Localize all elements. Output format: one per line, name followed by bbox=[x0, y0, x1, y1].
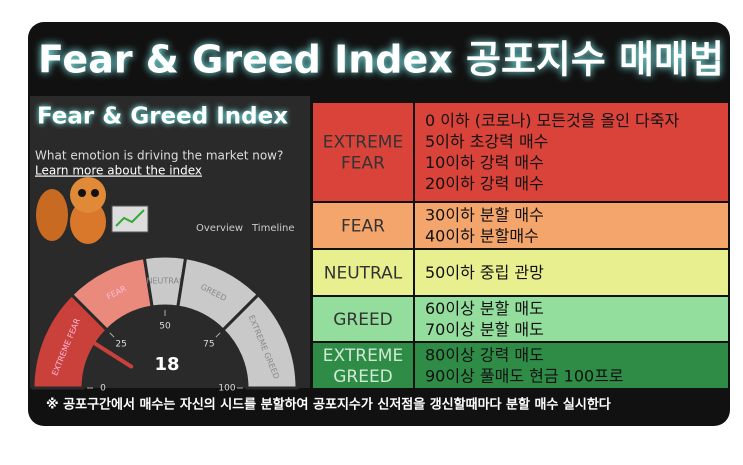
row-line: 20이하 강력 매수 bbox=[425, 174, 544, 193]
subtitle: What emotion is driving the market now? bbox=[35, 149, 283, 163]
row-text-cell bbox=[415, 343, 728, 388]
row-text-cell bbox=[415, 103, 728, 201]
tick-label: 75 bbox=[203, 340, 214, 350]
row-label: NEUTRAL bbox=[324, 264, 403, 284]
row-line: 50이하 중립 관망 bbox=[425, 263, 544, 282]
note: ※ 공포구간에서 매수는 자신의 시드를 분할하여 공포지수가 신저점을 갱신할… bbox=[46, 397, 611, 413]
segment-label: NEUTRAL bbox=[147, 277, 184, 286]
row-label: FEAR bbox=[341, 217, 385, 237]
row-line: 30이하 분할 매수 bbox=[425, 206, 544, 225]
tab[interactable]: Timeline bbox=[251, 223, 295, 234]
row-label-cell bbox=[313, 250, 413, 295]
tick-label: 0 bbox=[100, 384, 106, 394]
row-text-cell bbox=[415, 203, 728, 248]
gauge-value: 18 bbox=[154, 354, 179, 375]
needle bbox=[82, 335, 134, 369]
row-label: EXTREME bbox=[323, 133, 403, 153]
tick bbox=[109, 332, 115, 338]
row-text-cell bbox=[415, 297, 728, 341]
row-text-cell bbox=[415, 250, 728, 295]
row-line: 40이하 분할매수 bbox=[425, 227, 539, 246]
tick-label: 100 bbox=[218, 384, 235, 394]
row-label-cell bbox=[313, 103, 413, 201]
row-label: GREED bbox=[333, 367, 393, 387]
tick-label: 25 bbox=[115, 340, 126, 350]
row-line: 90이상 풀매도 현금 100프로 bbox=[425, 367, 624, 386]
row-line: 60이상 분할 매도 bbox=[425, 299, 544, 318]
title: Fear & Greed Index 공포지수 매매법 bbox=[38, 38, 724, 82]
gauge-segment bbox=[220, 292, 299, 390]
tick bbox=[215, 332, 221, 338]
row-line: 80이상 강력 매도 bbox=[425, 346, 544, 365]
link[interactable]: Learn more about the index bbox=[35, 164, 202, 178]
row-label: GREED bbox=[333, 310, 393, 330]
row-label-cell bbox=[313, 203, 413, 248]
panel-title: Fear & Greed Index bbox=[37, 104, 288, 130]
row-label: EXTREME bbox=[323, 346, 403, 366]
tick-label: 50 bbox=[159, 322, 171, 332]
tab[interactable]: Overview bbox=[196, 223, 243, 234]
row-line: 10이하 강력 매수 bbox=[425, 153, 544, 172]
row-label-cell bbox=[313, 343, 413, 388]
row-line: 0 이하 (코로나) 모든것을 올인 다죽자 bbox=[425, 111, 679, 130]
row-label-cell bbox=[313, 297, 413, 341]
row-label: FEAR bbox=[341, 154, 385, 174]
squirrel-icon bbox=[36, 177, 149, 244]
row-line: 70이상 분할 매도 bbox=[425, 320, 544, 339]
row-line: 5이하 초강력 매수 bbox=[425, 132, 548, 151]
